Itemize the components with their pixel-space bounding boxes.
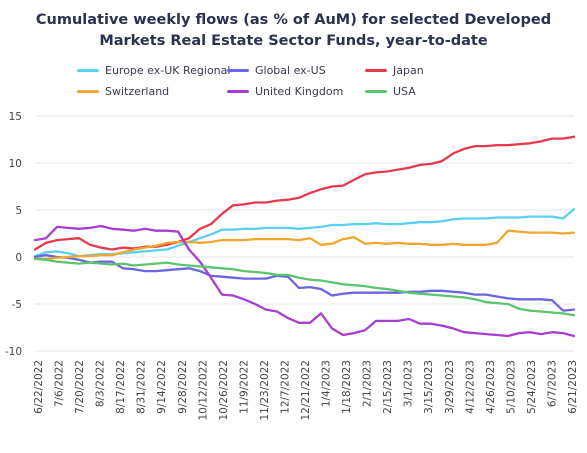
x-tick-label: 8/3/2022 — [95, 360, 107, 407]
legend-swatch — [227, 69, 249, 72]
y-tick-label: 0 — [15, 252, 22, 264]
series-line-europe-ex-uk-regional — [33, 207, 576, 258]
series-line-global-ex-us — [33, 253, 576, 312]
legend-label: Global ex-US — [255, 64, 326, 77]
x-tick-label: 5/10/2023 — [505, 360, 517, 414]
series-line-united-kingdom — [33, 224, 576, 338]
y-tick-label: -10 — [5, 346, 22, 358]
x-tick-label: 3/15/2023 — [423, 360, 435, 414]
x-tick-label: 1/4/2023 — [321, 360, 333, 407]
gridlines — [35, 115, 574, 352]
y-tick-label: 5 — [15, 205, 22, 217]
legend-swatch — [365, 90, 387, 93]
legend-swatch — [77, 90, 99, 93]
legend-swatch — [227, 90, 249, 93]
x-tick-label: 4/26/2023 — [485, 360, 497, 414]
x-tick-label: 11/9/2022 — [238, 360, 250, 414]
y-tick-label: 10 — [9, 158, 22, 170]
x-tick-label: 12/21/2022 — [300, 360, 312, 421]
x-tick-label: 6/7/2023 — [546, 360, 558, 407]
series-line-switzerland — [33, 229, 576, 261]
legend-item-usa: USA — [365, 85, 416, 98]
x-tick-label: 5/24/2023 — [526, 360, 538, 414]
x-tick-label: 10/26/2022 — [218, 360, 230, 421]
x-axis-ticks: 6/22/2022 7/6/2022 7/20/2022 8/3/2022 8/17/2… — [33, 360, 579, 421]
x-tick-label: 10/12/2022 — [197, 360, 209, 421]
x-tick-label: 2/1/2023 — [362, 360, 374, 407]
legend-label: Japan — [393, 64, 424, 77]
chart-title-line-1: Cumulative weekly flows (as % of AuM) fo… — [35, 12, 552, 28]
x-tick-label: 4/12/2023 — [464, 360, 476, 414]
legend-item-switzerland: Switzerland — [77, 85, 169, 98]
chart-title-line-2: Markets Real Estate Sector Funds, year-t… — [99, 33, 488, 49]
y-tick-label: -5 — [12, 299, 22, 311]
x-tick-label: 7/20/2022 — [74, 360, 86, 414]
legend-label: USA — [393, 85, 416, 98]
y-axis-ticks: -10 -5 0 5 10 15 — [5, 111, 22, 358]
x-tick-label: 3/1/2023 — [403, 360, 415, 407]
series-lines — [33, 135, 576, 338]
legend-item-united-kingdom: United Kingdom — [227, 85, 343, 98]
legend-item-global-ex-us: Global ex-US — [227, 64, 326, 77]
x-tick-label: 7/6/2022 — [54, 360, 66, 407]
legend: Europe ex-UK Regional Global ex-US Japan… — [0, 0, 587, 110]
x-tick-label: 3/29/2023 — [444, 360, 456, 414]
x-tick-label: 6/22/2022 — [33, 360, 45, 414]
legend-label: Switzerland — [105, 85, 170, 98]
x-tick-label: 12/7/2022 — [279, 360, 291, 414]
series-line-usa — [33, 257, 576, 317]
series-line-japan — [33, 135, 576, 251]
x-tick-label: 6/21/2023 — [567, 360, 579, 414]
legend-item-europe-ex-uk: Europe ex-UK Regional — [77, 64, 230, 77]
legend-label: United Kingdom — [255, 85, 344, 98]
chart-title: Cumulative weekly flows (as % of AuM) fo… — [0, 10, 587, 52]
x-tick-label: 9/28/2022 — [177, 360, 189, 414]
legend-item-japan: Japan — [365, 64, 424, 77]
legend-label: Europe ex-UK Regional — [105, 64, 231, 77]
x-tick-label: 8/17/2022 — [115, 360, 127, 414]
legend-swatch — [365, 69, 387, 72]
x-tick-label: 9/14/2022 — [156, 360, 168, 414]
y-tick-label: 15 — [9, 111, 22, 123]
legend-swatch — [77, 69, 99, 72]
x-tick-label: 2/15/2023 — [382, 360, 394, 414]
x-tick-label: 11/23/2022 — [259, 360, 271, 421]
x-tick-label: 8/31/2022 — [136, 360, 148, 414]
x-tick-label: 1/18/2023 — [341, 360, 353, 414]
